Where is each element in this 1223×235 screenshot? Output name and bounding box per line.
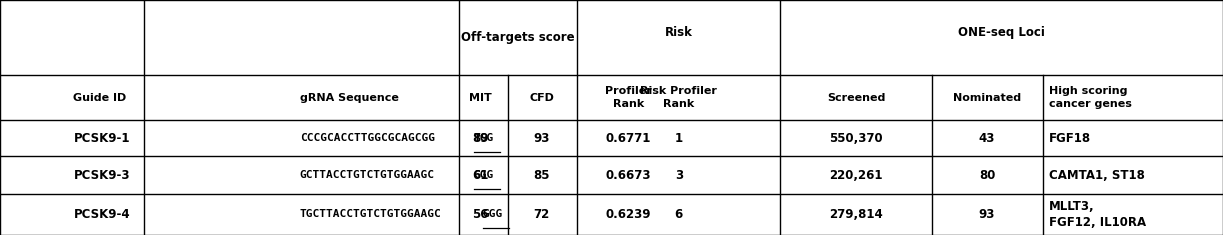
Text: 0.6771: 0.6771 [605,132,652,145]
Text: Risk Profiler
Rank: Risk Profiler Rank [641,86,717,109]
Text: Nominated: Nominated [953,93,1021,102]
Text: CCCGCACCTTGGCGCAGCGG: CCCGCACCTTGGCGCAGCGG [300,133,434,143]
Text: PCSK9-1: PCSK9-1 [73,132,130,145]
Text: 61: 61 [472,168,489,182]
Text: 80: 80 [978,168,996,182]
Text: 220,261: 220,261 [829,168,883,182]
Text: GGG: GGG [473,170,494,180]
Text: MIT: MIT [470,93,492,102]
Text: TGCTTACCTGTCTGTGGAAGC: TGCTTACCTGTCTGTGGAAGC [300,209,442,219]
Text: MLLT3,
FGF12, IL10RA: MLLT3, FGF12, IL10RA [1049,200,1146,229]
Text: 56: 56 [472,208,489,221]
Text: CAMTA1, ST18: CAMTA1, ST18 [1049,168,1145,182]
Text: 0.6239: 0.6239 [605,208,652,221]
Text: 72: 72 [533,208,550,221]
Text: Profiler
Rank: Profiler Rank [605,86,652,109]
Text: GGG: GGG [483,209,503,219]
Text: 93: 93 [533,132,550,145]
Text: 85: 85 [533,168,550,182]
Text: 89: 89 [472,132,489,145]
Text: Screened: Screened [827,93,885,102]
Text: 93: 93 [978,208,996,221]
Text: 279,814: 279,814 [829,208,883,221]
Text: 3: 3 [675,168,682,182]
Text: Off-targets score: Off-targets score [461,31,575,44]
Text: Guide ID: Guide ID [73,93,127,102]
Text: TGG: TGG [473,133,494,143]
Text: FGF18: FGF18 [1049,132,1091,145]
Text: 550,370: 550,370 [829,132,883,145]
Text: 6: 6 [675,208,682,221]
Text: CFD: CFD [530,93,554,102]
Text: 1: 1 [675,132,682,145]
Text: High scoring
cancer genes: High scoring cancer genes [1049,86,1132,109]
Text: 43: 43 [978,132,996,145]
Text: 0.6673: 0.6673 [605,168,652,182]
Text: GCTTACCTGTCTGTGGAAGC: GCTTACCTGTCTGTGGAAGC [300,170,434,180]
Text: gRNA Sequence: gRNA Sequence [300,93,399,102]
Text: PCSK9-4: PCSK9-4 [73,208,130,221]
Text: Risk: Risk [665,26,692,39]
Text: ONE-seq Loci: ONE-seq Loci [958,26,1046,39]
Text: PCSK9-3: PCSK9-3 [73,168,130,182]
